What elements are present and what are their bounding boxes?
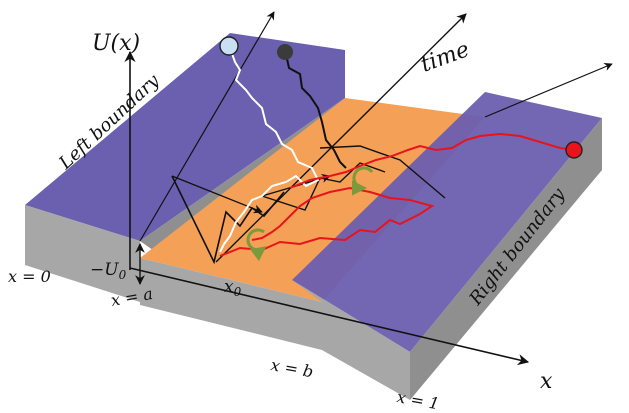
trajectory-red-main [219, 186, 435, 257]
x-axis [129, 267, 530, 366]
start-marker-black [277, 44, 293, 60]
end-marker-red [565, 141, 583, 159]
well-depth-subscript: 0 [119, 268, 127, 282]
start-marker-white [219, 36, 239, 56]
trajectory-white [219, 47, 320, 253]
x-eq-1-label: x = 1 [395, 387, 440, 413]
right-boundary-front [292, 280, 410, 400]
time-axis-label: time [418, 37, 473, 78]
x-axis-label: x [540, 369, 553, 394]
left-boundary-top [25, 33, 345, 241]
time-axis-right [484, 63, 613, 118]
right-boundary-top [292, 92, 602, 352]
time-axis-left [139, 11, 275, 242]
x-eq-0-label: x = 0 [8, 267, 51, 286]
well-depth-label: −U0 [90, 260, 127, 282]
trajectory-red-escape [289, 132, 575, 189]
left-boundary-front [25, 205, 140, 302]
time-axis [215, 13, 467, 263]
right-boundary-side [410, 118, 602, 400]
x-eq-b-label: x = b [269, 355, 314, 381]
rotation-arrow-2 [246, 228, 267, 262]
start-point-subscript: 0 [234, 285, 242, 299]
density-profile-3 [319, 145, 446, 199]
start-point-label: x0 [224, 277, 242, 299]
right-boundary-block [292, 92, 602, 400]
density-profile-1 [171, 175, 285, 265]
trajectory-black-top [285, 53, 347, 169]
rotation-arrow-1 [351, 166, 374, 196]
potential-axis-label: U(x) [92, 31, 140, 56]
